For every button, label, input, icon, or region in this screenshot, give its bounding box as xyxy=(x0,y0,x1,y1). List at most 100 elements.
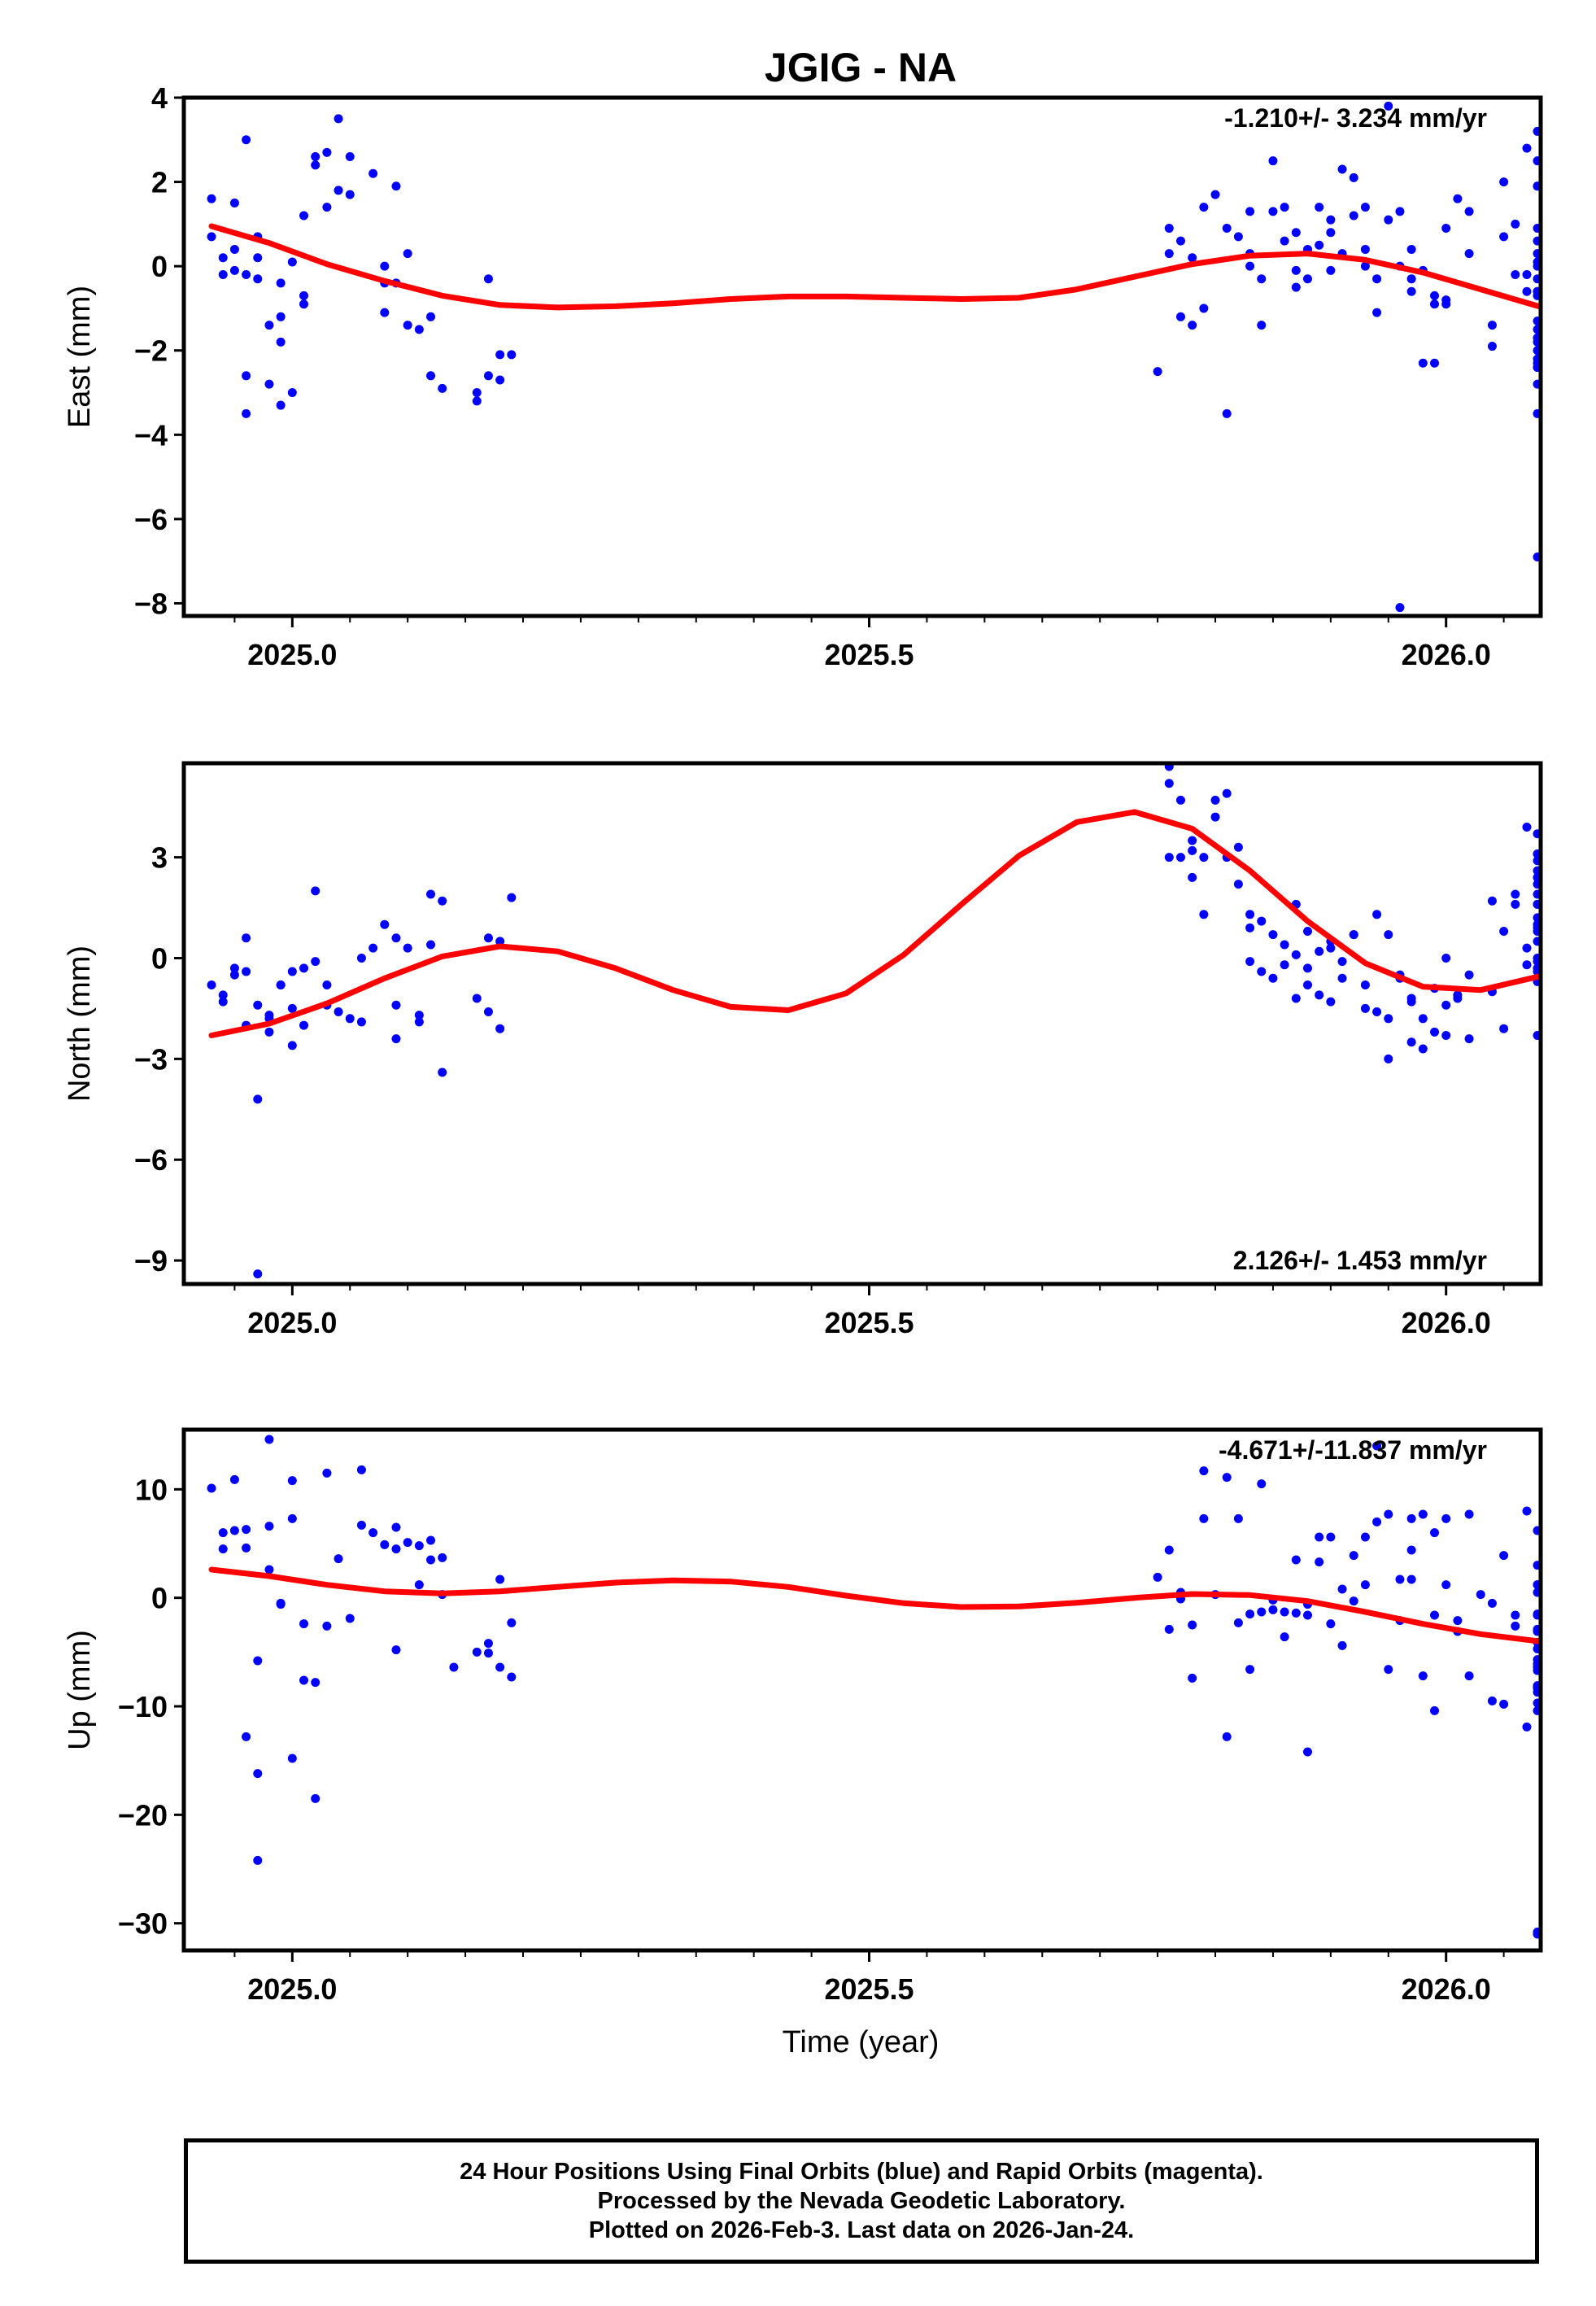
data-point xyxy=(1175,236,1185,246)
east-panel: 4 2 0 −2 −4 −6 −8 2025.0 2025.5 2026.0 East (mm) -1… xyxy=(63,81,1543,671)
data-point xyxy=(1511,1621,1520,1631)
data-point xyxy=(356,1465,366,1474)
data-point xyxy=(1153,1572,1162,1582)
data-point xyxy=(1199,304,1209,313)
data-point xyxy=(242,270,251,280)
data-point xyxy=(299,963,309,973)
data-point xyxy=(311,160,321,170)
data-point xyxy=(1418,1014,1428,1024)
x-tick-label: 2025.0 xyxy=(247,1972,337,2006)
data-point xyxy=(1406,1545,1416,1555)
data-point xyxy=(1453,1616,1463,1626)
y-tick-label: −3 xyxy=(134,1042,168,1076)
data-point xyxy=(495,375,505,385)
data-point xyxy=(229,265,239,275)
y-axis-label: Up (mm) xyxy=(63,1630,97,1750)
data-point xyxy=(1487,321,1497,330)
data-point xyxy=(218,1528,228,1538)
data-point xyxy=(403,943,412,953)
data-point xyxy=(1326,997,1336,1007)
y-tick-label: −2 xyxy=(134,334,168,368)
data-point xyxy=(368,168,378,178)
data-point xyxy=(414,1580,424,1590)
data-point xyxy=(1222,788,1232,798)
data-points xyxy=(207,763,1541,1279)
north-panel: 3 0 −3 −6 −9 2025.0 2025.5 2026.0 North (mm) 2.12… xyxy=(63,761,1543,1339)
data-point xyxy=(1441,299,1451,309)
data-point xyxy=(1280,940,1289,950)
data-point xyxy=(1268,207,1278,216)
data-point xyxy=(1499,1024,1509,1033)
data-point xyxy=(1499,926,1509,936)
data-point xyxy=(322,203,332,212)
data-point xyxy=(253,1269,263,1279)
data-point xyxy=(1511,899,1520,909)
data-point xyxy=(287,1513,297,1523)
data-point xyxy=(1406,286,1416,296)
data-point xyxy=(1326,1532,1336,1542)
data-point xyxy=(1326,1619,1336,1629)
data-point xyxy=(276,980,286,990)
data-point xyxy=(414,1011,424,1020)
data-point xyxy=(1406,1037,1416,1047)
data-point xyxy=(1315,990,1324,1000)
data-point xyxy=(311,1678,321,1688)
data-point xyxy=(299,211,309,221)
data-point xyxy=(1268,973,1278,983)
data-point xyxy=(253,1000,263,1010)
data-point xyxy=(218,253,228,263)
data-point xyxy=(276,312,286,321)
data-point xyxy=(1188,321,1197,330)
x-tick-label: 2025.5 xyxy=(824,1972,914,2006)
data-point xyxy=(1522,143,1532,153)
fit-curve xyxy=(208,809,1541,1038)
data-point xyxy=(1511,889,1520,899)
data-point xyxy=(1199,1513,1209,1523)
data-point xyxy=(1430,299,1440,309)
data-point xyxy=(1349,930,1358,940)
data-point xyxy=(1257,321,1267,330)
data-point xyxy=(391,1544,401,1554)
data-point xyxy=(1245,923,1255,932)
data-point xyxy=(1430,1528,1440,1538)
data-point xyxy=(1430,1027,1440,1037)
y-tick-label: 0 xyxy=(151,1582,168,1615)
x-tick-label: 2025.5 xyxy=(824,1306,914,1339)
data-point xyxy=(1441,1580,1451,1590)
data-point xyxy=(276,400,286,410)
data-point xyxy=(403,249,412,259)
data-point xyxy=(391,1034,401,1044)
data-point xyxy=(1395,207,1405,216)
data-point xyxy=(1326,228,1336,238)
data-point xyxy=(287,1003,297,1013)
data-point xyxy=(1384,101,1393,111)
data-point xyxy=(1326,215,1336,225)
data-point xyxy=(1153,367,1162,377)
data-point xyxy=(483,274,493,284)
data-point xyxy=(1522,822,1532,832)
data-point xyxy=(1245,957,1255,967)
data-point xyxy=(1199,853,1209,863)
data-point xyxy=(1522,943,1532,953)
data-point xyxy=(1464,1509,1474,1519)
data-point xyxy=(287,388,297,398)
data-point xyxy=(1233,1618,1243,1627)
data-point xyxy=(1337,164,1347,174)
data-point xyxy=(507,1672,517,1682)
data-point xyxy=(1268,156,1278,166)
data-point xyxy=(1257,274,1267,284)
data-point xyxy=(207,232,216,242)
data-point xyxy=(403,321,412,330)
data-point xyxy=(1418,1509,1428,1519)
data-point xyxy=(264,321,274,330)
data-point xyxy=(1164,1624,1174,1634)
data-point xyxy=(242,1525,251,1535)
data-point xyxy=(472,388,482,398)
data-point xyxy=(1395,1574,1405,1584)
data-point xyxy=(311,957,321,967)
y-tick-label: −6 xyxy=(134,1143,168,1177)
data-point xyxy=(495,1024,505,1033)
data-point xyxy=(1418,358,1428,368)
data-point xyxy=(495,350,505,360)
data-point xyxy=(1476,1590,1485,1600)
